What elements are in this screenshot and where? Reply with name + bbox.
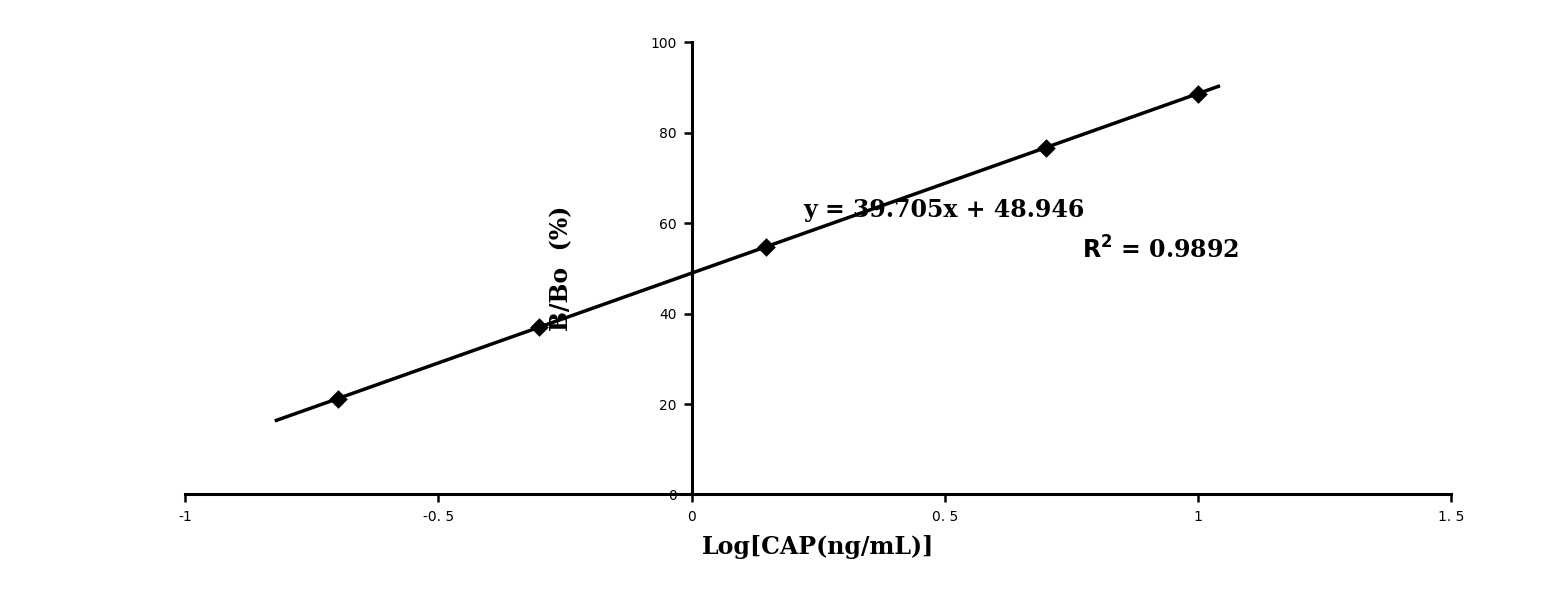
Point [1033, 143, 1058, 153]
X-axis label: Log[CAP(ng/mL)]: Log[CAP(ng/mL)] [703, 535, 934, 559]
Text: $\mathbf{R^2}$ = 0.9892: $\mathbf{R^2}$ = 0.9892 [1082, 236, 1238, 264]
Point [753, 242, 778, 251]
Y-axis label: B/Bo  (%): B/Bo (%) [550, 206, 574, 331]
Point [326, 394, 350, 403]
Point [1186, 89, 1210, 99]
Point [527, 322, 551, 332]
Text: y = 39.705x + 48.946: y = 39.705x + 48.946 [803, 198, 1084, 221]
